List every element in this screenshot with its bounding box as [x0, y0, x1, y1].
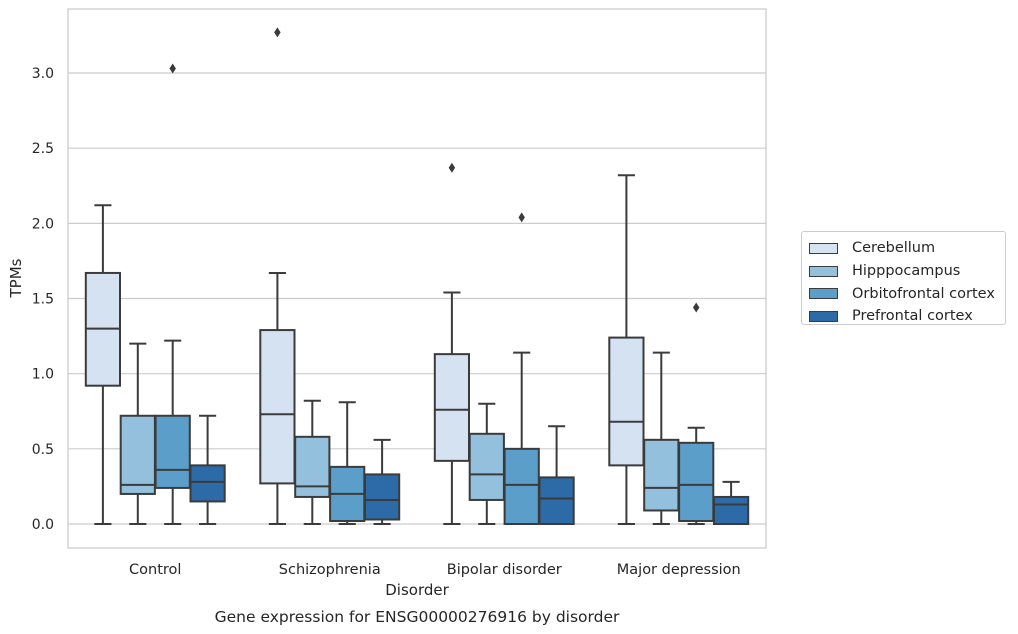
- box-cerebellum: [433, 353, 471, 462]
- box-marks: [84, 27, 750, 526]
- x-tick-label-major-depression: Major depression: [617, 562, 741, 578]
- box-group-cerebellum-control: [84, 204, 122, 525]
- box-group-prefrontal-cortex-major-depression: [712, 480, 750, 526]
- legend: Cerebellum Hipppocampus Orbitofrontal co…: [801, 231, 1006, 325]
- box-group-cerebellum-major-depression: [608, 174, 645, 525]
- legend-item-prefrontal-cortex: Prefrontal cortex: [809, 305, 1005, 328]
- box-hipppocampus: [468, 432, 505, 501]
- box-hipppocampus: [119, 414, 156, 495]
- box-orbitofrontal-cortex: [678, 441, 715, 522]
- x-tick-label-control: Control: [129, 562, 181, 578]
- legend-label-prefrontal-cortex: Prefrontal cortex: [852, 308, 973, 325]
- box-orbitofrontal-cortex: [503, 447, 540, 525]
- outlier-point: [448, 162, 456, 173]
- box-group-orbitofrontal-cortex-bipolar-disorder: [503, 212, 540, 525]
- legend-label-cerebellum: Cerebellum: [852, 240, 936, 257]
- box-group-prefrontal-cortex-schizophrenia: [363, 438, 401, 525]
- legend-label-orbitofrontal-cortex: Orbitofrontal cortex: [852, 285, 995, 302]
- y-tick-labels: 0.0 0.5 1.0 1.5 2.0 2.5 3.0: [32, 66, 54, 533]
- box-prefrontal-cortex: [189, 464, 226, 503]
- box-hipppocampus: [294, 435, 331, 498]
- outlier-point: [693, 302, 700, 313]
- x-tick-labels: Control Schizophrenia Bipolar disorder Majo…: [129, 562, 741, 578]
- y-tick-label: 1.0: [32, 367, 54, 383]
- box-group-cerebellum-schizophrenia: [259, 27, 296, 525]
- box-group-prefrontal-cortex-control: [189, 414, 226, 525]
- box-cerebellum: [608, 336, 645, 467]
- chart-caption: Gene expression for ENSG00000276916 by d…: [215, 608, 620, 626]
- y-tick-label: 3.0: [32, 66, 54, 82]
- box-group-hipppocampus-major-depression: [643, 351, 680, 525]
- x-tick-label-schizophrenia: Schizophrenia: [279, 562, 381, 578]
- box-orbitofrontal-cortex: [154, 414, 191, 489]
- legend-swatch-cerebellum: [809, 242, 838, 254]
- box-group-cerebellum-bipolar-disorder: [433, 162, 471, 525]
- legend-item-cerebellum: Cerebellum: [809, 237, 1005, 260]
- box-group-hipppocampus-schizophrenia: [294, 399, 331, 525]
- y-tick-label: 0.5: [32, 442, 54, 458]
- box-prefrontal-cortex: [363, 473, 401, 521]
- box-group-orbitofrontal-cortex-control: [154, 63, 191, 525]
- legend-swatch-orbitofrontal-cortex: [809, 288, 838, 300]
- box-group-prefrontal-cortex-bipolar-disorder: [538, 425, 575, 526]
- box-prefrontal-cortex: [712, 495, 750, 526]
- legend-swatch-prefrontal-cortex: [809, 310, 838, 322]
- y-tick-label: 2.0: [32, 216, 54, 232]
- outlier-point: [274, 27, 281, 38]
- legend-swatch-hippocampus: [809, 265, 838, 277]
- box-hipppocampus: [643, 438, 680, 512]
- outlier-point: [518, 212, 525, 223]
- x-axis-label: Disorder: [385, 581, 449, 599]
- y-tick-label: 2.5: [32, 141, 54, 157]
- x-tick-label-bipolar-disorder: Bipolar disorder: [447, 562, 562, 578]
- box-cerebellum: [259, 329, 296, 485]
- outlier-point: [169, 63, 176, 74]
- y-tick-label: 0.0: [32, 517, 54, 533]
- box-prefrontal-cortex: [538, 476, 575, 526]
- plot-frame: [67, 8, 767, 549]
- box-group-orbitofrontal-cortex-major-depression: [678, 302, 715, 525]
- y-axis-label: TPMs: [7, 258, 25, 298]
- legend-item-orbitofrontal-cortex: Orbitofrontal cortex: [809, 282, 1005, 305]
- legend-label-hippocampus: Hipppocampus: [852, 263, 961, 280]
- y-tick-label: 1.5: [32, 292, 54, 308]
- legend-item-hippocampus: Hipppocampus: [809, 260, 1005, 283]
